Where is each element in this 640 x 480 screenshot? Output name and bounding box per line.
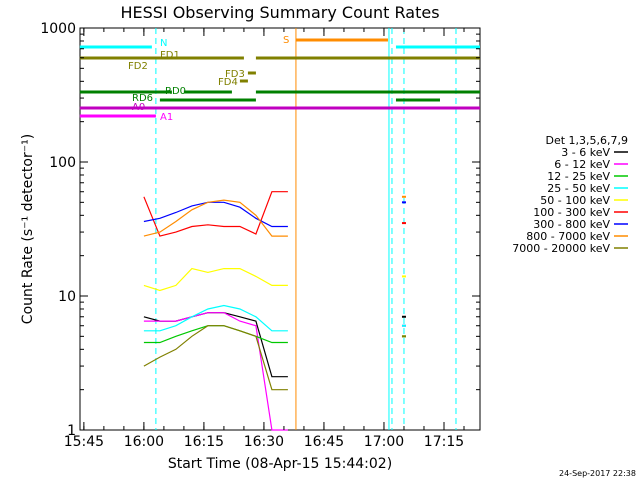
series-line — [143, 304, 288, 332]
legend-title: Det 1,3,5,6,7,9 — [545, 134, 628, 147]
legend-label: 100 - 300 keV — [533, 206, 610, 219]
series-line — [143, 325, 288, 344]
series-line — [143, 312, 288, 378]
flag-label-fd4: FD4 — [218, 77, 238, 88]
flag-label-s: S — [283, 35, 289, 46]
x-tick-label: 17:00 — [364, 434, 404, 450]
decor-layer — [155, 28, 457, 430]
x-tick-label: 15:45 — [64, 434, 104, 450]
series-line — [143, 201, 288, 228]
footer-timestamp: 24-Sep-2017 22:38 — [559, 469, 636, 478]
legend-label: 800 - 7000 keV — [526, 230, 610, 243]
y-tick-label: 1000 — [40, 21, 76, 37]
y-tick-label: 10 — [58, 289, 76, 305]
y-tick-label: 100 — [49, 155, 76, 171]
plot-frame — [79, 27, 481, 431]
series-line — [143, 267, 288, 292]
legend-label: 3 - 6 keV — [561, 146, 610, 159]
y-axis-label: Count Rate (s⁻¹ detector⁻¹) — [20, 134, 36, 324]
flag-label-rd6: RD6 — [132, 93, 153, 104]
legend-label: 300 - 800 keV — [533, 218, 610, 231]
legend-label: 6 - 12 keV — [554, 158, 610, 171]
y-tick-label: 1 — [67, 423, 76, 439]
flag-label-fd3: FD3 — [225, 69, 245, 80]
legend-label: 50 - 100 keV — [540, 194, 610, 207]
flag-label-fd2: FD2 — [128, 61, 148, 72]
x-tick-label: 16:45 — [304, 434, 344, 450]
series-layer — [143, 191, 406, 431]
series-line — [143, 191, 288, 237]
series-line — [143, 199, 288, 237]
flag-label-a0: A0 — [132, 102, 145, 113]
flag-label-fd1: FD1 — [160, 50, 180, 61]
legend-label: 25 - 50 keV — [547, 182, 610, 195]
legend-label: 7000 - 20000 keV — [512, 242, 610, 255]
series-line — [143, 312, 288, 431]
ticks-layer: 15:45 16:00 16:15 16:30 16:45 17:00 17:15 1 10 10… — [40, 21, 480, 450]
chart-title: HESSI Observing Summary Count Rates — [120, 3, 439, 22]
x-tick-label: 17:15 — [424, 434, 464, 450]
flag-label-n: N — [160, 38, 167, 49]
flag-label-a1: A1 — [160, 112, 173, 123]
x-axis-label: Start Time (08-Apr-15 15:44:02) — [168, 456, 392, 472]
series-line — [143, 325, 288, 391]
flag-label-rd0: RD0 — [165, 86, 186, 97]
x-tick-label: 16:15 — [184, 434, 224, 450]
x-tick-label: 16:00 — [124, 434, 164, 450]
legend-label: 12 - 25 keV — [547, 170, 610, 183]
x-tick-label: 16:30 — [244, 434, 284, 450]
